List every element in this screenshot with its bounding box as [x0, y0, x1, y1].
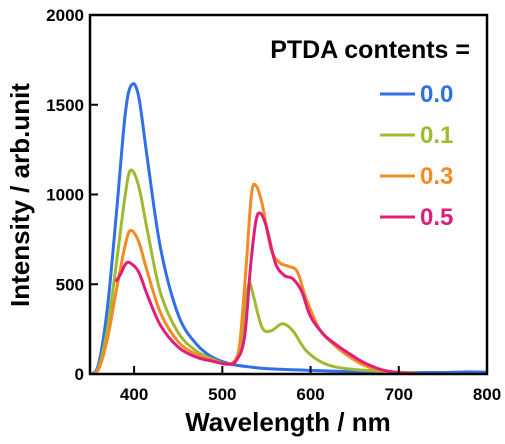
- x-tick-label: 400: [120, 385, 148, 404]
- ticks-layer: 400 500 600 700 800 0 500 1000 1500 2000: [46, 6, 501, 404]
- legend: 0.0 0.1 0.3 0.5: [380, 81, 453, 231]
- y-tick-label: 1000: [46, 186, 84, 205]
- x-tick-label: 700: [385, 385, 413, 404]
- legend-label-0.3: 0.3: [420, 163, 453, 190]
- x-tick-label: 500: [208, 385, 236, 404]
- legend-label-0.5: 0.5: [420, 204, 453, 231]
- series-line-0.5: [114, 211, 418, 374]
- series-line-0.1: [90, 168, 418, 374]
- legend-title: PTDA contents =: [270, 36, 470, 64]
- y-tick-label: 1500: [46, 96, 84, 115]
- y-tick-label: 500: [56, 275, 84, 294]
- y-tick-label: 0: [75, 365, 84, 384]
- x-axis-title: Wavelength / nm: [185, 407, 391, 437]
- plot-frame: [88, 13, 489, 376]
- legend-label-0.1: 0.1: [420, 122, 453, 149]
- series-layer: [90, 82, 487, 374]
- y-tick-label: 2000: [46, 6, 84, 25]
- legend-label-0.0: 0.0: [420, 81, 453, 108]
- x-tick-label: 800: [473, 385, 501, 404]
- x-tick-label: 600: [296, 385, 324, 404]
- y-axis-title: Intensity / arb.unit: [5, 83, 35, 307]
